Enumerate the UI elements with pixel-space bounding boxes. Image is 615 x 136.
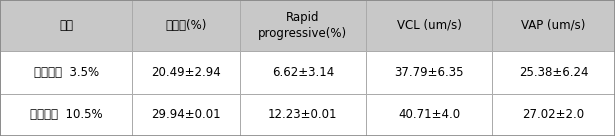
Text: 처리: 처리 <box>59 19 73 32</box>
Text: 6.62±3.14: 6.62±3.14 <box>272 66 334 79</box>
Bar <box>132 51 240 94</box>
Text: 25.38±6.24: 25.38±6.24 <box>518 66 589 79</box>
Bar <box>0 94 132 136</box>
Bar <box>0 0 132 51</box>
Bar <box>492 94 615 136</box>
Text: 20.49±2.94: 20.49±2.94 <box>151 66 221 79</box>
Bar <box>492 51 615 94</box>
Bar <box>240 94 366 136</box>
Text: 40.71±4.0: 40.71±4.0 <box>398 108 460 121</box>
Text: 27.02±2.0: 27.02±2.0 <box>522 108 585 121</box>
Bar <box>132 94 240 136</box>
Text: 글리세롤  3.5%: 글리세롤 3.5% <box>34 66 98 79</box>
Bar <box>132 0 240 51</box>
Text: Rapid
progressive(%): Rapid progressive(%) <box>258 12 347 39</box>
Bar <box>0 51 132 94</box>
Bar <box>240 0 366 51</box>
Bar <box>366 94 492 136</box>
Text: 29.94±0.01: 29.94±0.01 <box>151 108 221 121</box>
Text: 글리세롤  10.5%: 글리세롤 10.5% <box>30 108 103 121</box>
Text: 12.23±0.01: 12.23±0.01 <box>268 108 338 121</box>
Bar <box>366 51 492 94</box>
Text: VAP (um/s): VAP (um/s) <box>522 19 585 32</box>
Text: 운동성(%): 운동성(%) <box>165 19 207 32</box>
Text: 37.79±6.35: 37.79±6.35 <box>394 66 464 79</box>
Bar <box>240 51 366 94</box>
Text: VCL (um/s): VCL (um/s) <box>397 19 461 32</box>
Bar <box>492 0 615 51</box>
Bar <box>366 0 492 51</box>
